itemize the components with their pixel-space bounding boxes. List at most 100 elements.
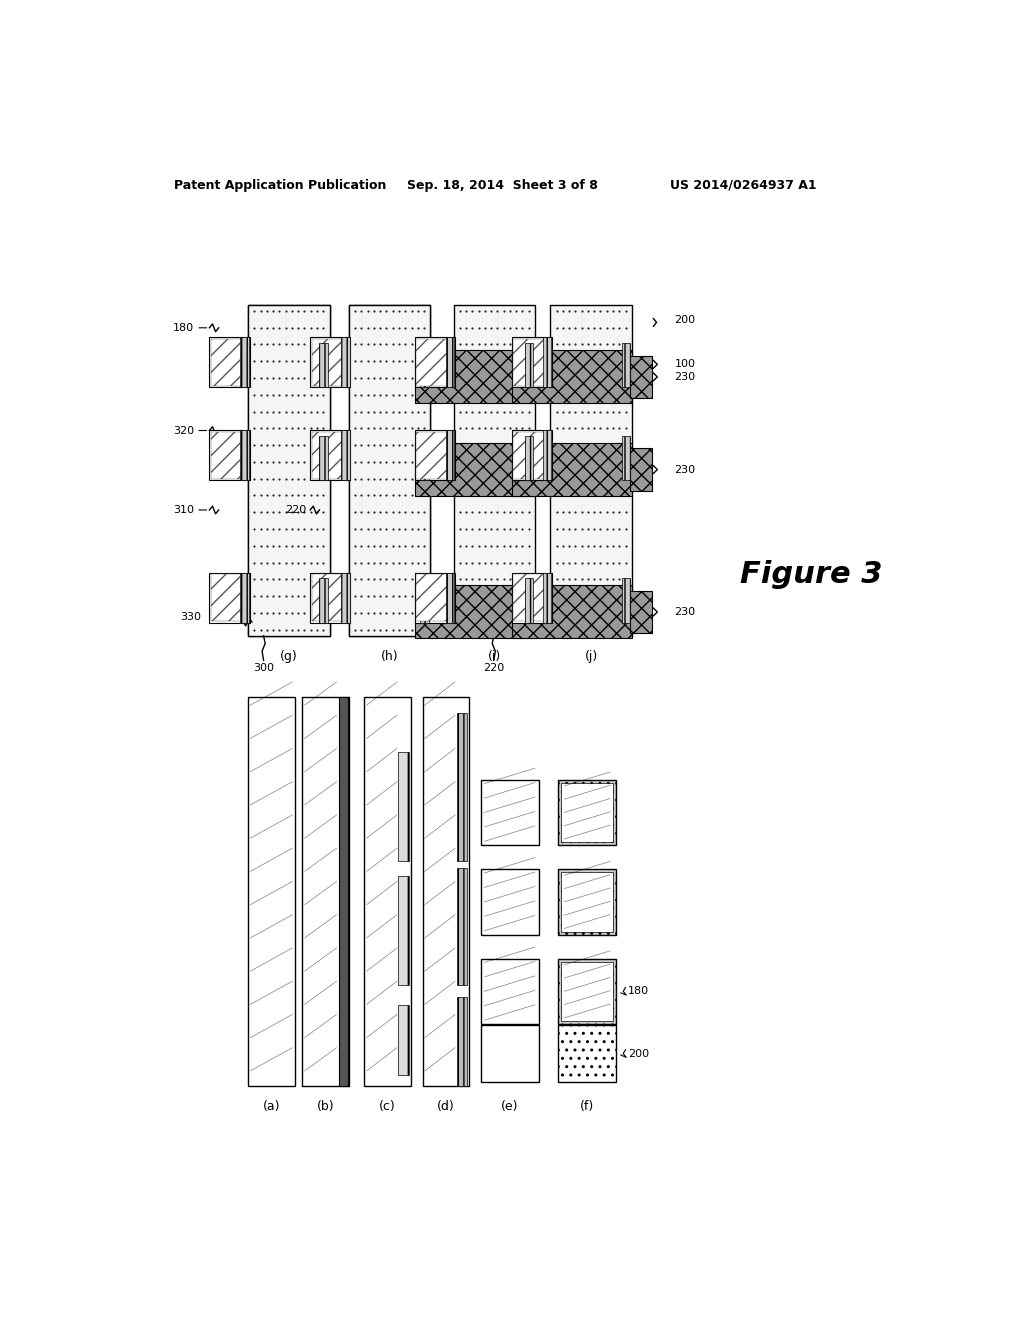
Bar bbox=[543, 430, 551, 480]
Bar bbox=[341, 338, 349, 388]
Text: 180: 180 bbox=[173, 323, 194, 333]
Bar bbox=[311, 432, 349, 479]
Bar bbox=[480, 869, 539, 935]
Bar bbox=[454, 305, 535, 636]
Bar bbox=[311, 574, 349, 620]
Text: 200: 200 bbox=[628, 1048, 649, 1059]
Text: Patent Application Publication: Patent Application Publication bbox=[174, 178, 387, 191]
Bar bbox=[512, 444, 632, 496]
Bar bbox=[365, 697, 411, 1086]
Bar bbox=[512, 430, 552, 480]
Bar bbox=[417, 574, 454, 620]
Text: (d): (d) bbox=[437, 1100, 455, 1113]
Bar bbox=[457, 997, 467, 1086]
Bar bbox=[561, 783, 613, 842]
Bar bbox=[622, 436, 630, 480]
Bar bbox=[415, 430, 455, 480]
Text: Figure 3: Figure 3 bbox=[740, 560, 883, 589]
Bar bbox=[512, 573, 552, 623]
Bar bbox=[512, 350, 632, 404]
Text: (a): (a) bbox=[262, 1100, 281, 1113]
Bar bbox=[398, 752, 410, 861]
Text: 310: 310 bbox=[173, 506, 194, 515]
Bar bbox=[550, 305, 632, 636]
Text: US 2014/0264937 A1: US 2014/0264937 A1 bbox=[671, 178, 817, 191]
Bar bbox=[543, 573, 551, 623]
Bar bbox=[417, 432, 454, 479]
Bar bbox=[415, 350, 535, 404]
Bar bbox=[248, 697, 295, 1086]
Bar bbox=[457, 713, 467, 861]
Bar bbox=[558, 958, 616, 1024]
Bar bbox=[630, 355, 652, 399]
Bar bbox=[319, 578, 328, 623]
Bar bbox=[415, 586, 535, 639]
Bar bbox=[241, 573, 249, 623]
Bar bbox=[423, 697, 469, 1086]
Bar bbox=[524, 578, 534, 623]
Text: 200: 200 bbox=[675, 315, 695, 325]
Bar bbox=[248, 305, 330, 636]
Bar bbox=[561, 962, 613, 1020]
Bar bbox=[630, 591, 652, 634]
Bar bbox=[420, 343, 429, 388]
Bar bbox=[398, 1005, 410, 1074]
Text: (i): (i) bbox=[487, 649, 501, 663]
Bar bbox=[310, 430, 350, 480]
Bar bbox=[319, 436, 328, 480]
Bar bbox=[420, 436, 429, 480]
Bar bbox=[513, 432, 550, 479]
Bar bbox=[543, 338, 551, 388]
Bar bbox=[524, 436, 534, 480]
Bar bbox=[248, 305, 330, 636]
Bar bbox=[310, 573, 350, 623]
Bar bbox=[398, 876, 410, 985]
Bar bbox=[480, 1024, 539, 1082]
Bar bbox=[480, 780, 539, 845]
Bar bbox=[311, 339, 349, 385]
Bar bbox=[319, 343, 328, 388]
Bar bbox=[339, 697, 348, 1086]
Bar bbox=[512, 338, 552, 388]
Bar bbox=[561, 873, 613, 932]
Bar bbox=[512, 586, 632, 639]
Bar bbox=[209, 430, 250, 480]
Bar bbox=[622, 578, 630, 623]
Bar bbox=[445, 338, 455, 388]
Text: (e): (e) bbox=[501, 1100, 518, 1113]
Bar bbox=[622, 343, 630, 388]
Text: 330: 330 bbox=[180, 611, 202, 622]
Bar bbox=[241, 430, 249, 480]
Text: 230: 230 bbox=[675, 372, 695, 381]
Text: (j): (j) bbox=[585, 649, 598, 663]
Bar bbox=[445, 573, 455, 623]
Bar bbox=[211, 574, 248, 620]
Text: 100: 100 bbox=[675, 359, 695, 370]
Bar bbox=[209, 573, 250, 623]
Text: Sep. 18, 2014  Sheet 3 of 8: Sep. 18, 2014 Sheet 3 of 8 bbox=[407, 178, 598, 191]
Bar bbox=[480, 958, 539, 1024]
Bar bbox=[524, 343, 534, 388]
Text: (c): (c) bbox=[379, 1100, 396, 1113]
Bar bbox=[349, 305, 430, 636]
Bar bbox=[415, 573, 455, 623]
Text: (f): (f) bbox=[580, 1100, 594, 1113]
Bar bbox=[211, 432, 248, 479]
Bar bbox=[349, 305, 430, 636]
Bar bbox=[302, 697, 349, 1086]
Bar bbox=[513, 339, 550, 385]
Text: (h): (h) bbox=[381, 649, 398, 663]
Text: 220: 220 bbox=[483, 663, 505, 673]
Text: (g): (g) bbox=[280, 649, 298, 663]
Text: 300: 300 bbox=[253, 663, 274, 673]
Bar bbox=[558, 1024, 616, 1082]
Text: 230: 230 bbox=[675, 607, 695, 616]
Bar bbox=[630, 449, 652, 491]
Bar bbox=[513, 574, 550, 620]
Bar bbox=[341, 430, 349, 480]
Bar bbox=[457, 869, 467, 985]
Bar bbox=[415, 444, 535, 496]
Bar bbox=[558, 869, 616, 935]
Bar bbox=[341, 573, 349, 623]
Bar bbox=[209, 338, 250, 388]
